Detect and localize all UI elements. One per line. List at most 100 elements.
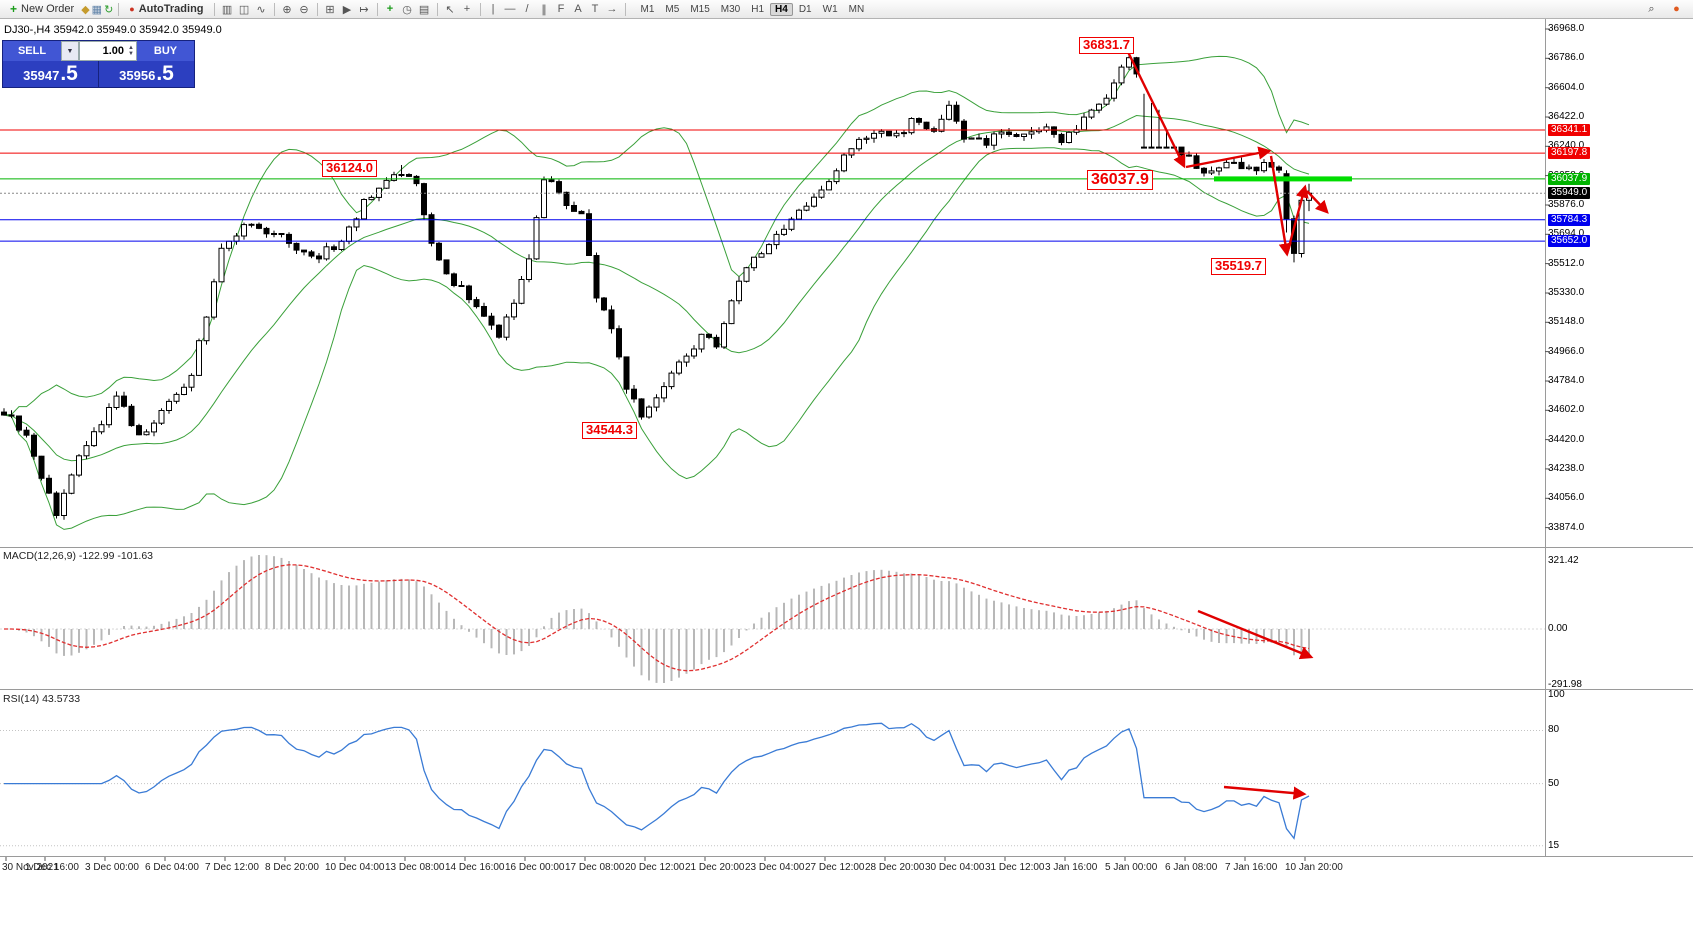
timeframe-h4[interactable]: H4 xyxy=(770,2,793,16)
trendline-icon[interactable]: / xyxy=(525,3,529,15)
timeframe-m15[interactable]: M15 xyxy=(690,3,710,15)
periods-icon[interactable]: ◷ xyxy=(402,3,412,16)
price-axis-label: 50 xyxy=(1548,778,1560,789)
price-axis-label: 36786.0 xyxy=(1548,52,1585,63)
timeframe-bar: M1 M5 M15 M30 H1 H4 D1 W1 MN xyxy=(636,2,870,16)
time-axis-label: 5 Jan 00:00 xyxy=(1105,862,1158,873)
record-icon[interactable]: ● xyxy=(1673,3,1680,15)
price-axis-label: 35148.0 xyxy=(1548,316,1585,327)
price-axis-label: 80 xyxy=(1548,724,1560,735)
refresh-icon[interactable]: ↻ xyxy=(104,3,114,16)
macd-signal-line xyxy=(4,564,1310,672)
time-axis-label: 20 Dec 12:00 xyxy=(625,862,685,873)
volume-input[interactable] xyxy=(80,45,127,57)
time-axis-ticks xyxy=(5,857,1306,861)
crosshair-icon[interactable]: + xyxy=(463,3,471,15)
timeframe-w1[interactable]: W1 xyxy=(822,3,838,15)
search-icon[interactable]: ⌕ xyxy=(1648,2,1655,15)
timeframe-m1[interactable]: M1 xyxy=(640,3,655,15)
price-axis-label: 36968.0 xyxy=(1548,23,1585,34)
volume-dropdown[interactable]: ▼ xyxy=(61,41,79,61)
price-axis-label: 35330.0 xyxy=(1548,287,1585,298)
new-order-icon: + xyxy=(10,2,18,16)
tile-windows-icon[interactable]: ⊞ xyxy=(325,3,335,16)
symbols-icon[interactable]: ◆ xyxy=(81,3,90,16)
time-axis-label: 30 Nov 2021 xyxy=(2,862,59,873)
time-axis-label: 13 Dec 08:00 xyxy=(385,862,445,873)
text-label-icon[interactable]: T xyxy=(591,3,599,15)
chart-ohlc-info: DJ30-,H4 35942.0 35949.0 35942.0 35949.0 xyxy=(4,24,222,36)
timeframe-h1[interactable]: H1 xyxy=(751,3,765,15)
time-axis-label: 6 Jan 08:00 xyxy=(1165,862,1218,873)
timeframe-m5[interactable]: M5 xyxy=(665,3,680,15)
price-axis-label: 34238.0 xyxy=(1548,463,1585,474)
price-axis-label: 34056.0 xyxy=(1548,492,1585,503)
market-watch-icon[interactable]: ▦ xyxy=(91,3,103,16)
sell-button[interactable]: SELL xyxy=(3,41,61,61)
price-axis-label: 34966.0 xyxy=(1548,346,1585,357)
time-axis-label: 21 Dec 20:00 xyxy=(685,862,745,873)
horizontal-line-icon[interactable]: — xyxy=(504,3,516,15)
price-annotation[interactable]: 36831.7 xyxy=(1079,37,1134,54)
time-axis-label: 7 Dec 12:00 xyxy=(205,862,259,873)
vertical-line-icon[interactable]: | xyxy=(491,3,495,15)
price-level-label: 35652.0 xyxy=(1548,235,1591,247)
new-order-label: New Order xyxy=(21,3,75,15)
support-zone-bar[interactable] xyxy=(1214,176,1352,182)
price-annotation[interactable]: 34544.3 xyxy=(582,422,637,439)
templates-icon[interactable]: ▤ xyxy=(418,3,430,16)
price-axis-label: 36240.0 xyxy=(1548,140,1585,151)
toolbar-separator xyxy=(479,2,481,16)
macd-histogram xyxy=(10,555,1310,683)
timeframe-mn[interactable]: MN xyxy=(848,3,865,15)
autotrading-button[interactable]: ● AutoTrading xyxy=(123,2,209,16)
time-axis-label: 10 Jan 20:00 xyxy=(1285,862,1343,873)
candlestick-chart-icon[interactable]: ◫ xyxy=(238,3,250,16)
toolbar-separator xyxy=(624,2,626,16)
price-axis-label: 321.42 xyxy=(1548,555,1579,566)
cursor-icon[interactable]: ↖ xyxy=(445,3,455,16)
buy-price[interactable]: 35956 .5 xyxy=(99,61,194,87)
rsi-line xyxy=(4,722,1310,840)
timeframe-d1[interactable]: D1 xyxy=(798,3,812,15)
buy-button[interactable]: BUY xyxy=(137,41,194,61)
price-annotation[interactable]: 36124.0 xyxy=(322,160,377,177)
line-chart-icon[interactable]: ∿ xyxy=(256,3,266,16)
volume-box: ▲▼ xyxy=(79,41,137,61)
zoom-in-icon[interactable]: ⊕ xyxy=(282,3,292,16)
text-icon[interactable]: A xyxy=(574,3,582,15)
rsi-level-lines xyxy=(0,730,1545,847)
auto-scroll-icon[interactable]: ▶ xyxy=(342,3,352,16)
new-order-button[interactable]: + New Order xyxy=(4,1,80,17)
time-axis-label: 8 Dec 20:00 xyxy=(265,862,319,873)
price-axis-label: 35694.0 xyxy=(1548,228,1585,239)
time-axis-label: 28 Dec 20:00 xyxy=(865,862,925,873)
zoom-out-icon[interactable]: ⊖ xyxy=(299,3,309,16)
sell-price[interactable]: 35947 .5 xyxy=(3,61,98,87)
price-annotation[interactable]: 35519.7 xyxy=(1211,258,1266,275)
indicators-icon[interactable]: + xyxy=(386,3,394,15)
price-annotation[interactable]: 36037.9 xyxy=(1087,170,1153,191)
trend-arrows[interactable] xyxy=(1126,51,1329,800)
price-axis-label: 36604.0 xyxy=(1548,82,1585,93)
toolbar-separator xyxy=(273,2,275,16)
chart-shift-icon[interactable]: ↦ xyxy=(359,3,369,16)
timeframe-m30[interactable]: M30 xyxy=(720,3,741,15)
one-click-trading-panel: SELL ▼ ▲▼ BUY 35947 .5 35956 .5 xyxy=(2,40,195,88)
time-axis-label: 17 Dec 08:00 xyxy=(565,862,625,873)
arrows-tool-icon[interactable]: → xyxy=(606,3,618,15)
price-axis-label: 100 xyxy=(1548,689,1565,700)
price-level-label: 35784.3 xyxy=(1548,214,1591,226)
time-axis-label: 30 Dec 04:00 xyxy=(925,862,985,873)
fibonacci-icon[interactable]: F xyxy=(557,3,565,15)
toolbar-separator xyxy=(118,2,120,16)
bar-chart-icon[interactable]: ▥ xyxy=(221,3,233,16)
autotrading-icon: ● xyxy=(129,4,135,14)
toolbar-separator xyxy=(316,2,318,16)
candlesticks xyxy=(1,51,1312,520)
volume-stepper[interactable]: ▲ ▼ xyxy=(128,45,134,57)
channel-icon[interactable]: ∥ xyxy=(541,3,547,16)
rsi-label: RSI(14) 43.5733 xyxy=(3,693,81,705)
autotrading-label: AutoTrading xyxy=(138,3,204,15)
